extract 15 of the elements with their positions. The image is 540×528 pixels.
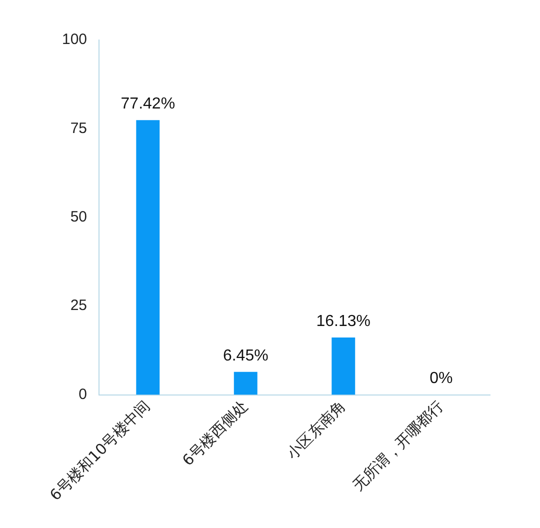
data-label: 77.42% bbox=[120, 96, 176, 113]
y-tick-label: 50 bbox=[70, 208, 88, 226]
bar bbox=[332, 338, 356, 395]
x-tick-label: 无所谓，开哪都行 bbox=[349, 396, 447, 495]
data-label: 6.45% bbox=[222, 347, 268, 364]
x-tick-label: 6号楼西侧处 bbox=[178, 396, 252, 470]
y-tick-label: 0 bbox=[78, 386, 88, 403]
y-tick-label: 25 bbox=[70, 297, 88, 314]
data-label: 16.13% bbox=[316, 312, 371, 330]
y-tick-label: 75 bbox=[70, 120, 88, 137]
bar bbox=[234, 372, 258, 395]
bar bbox=[136, 120, 160, 395]
x-tick-label: 小区东南角 bbox=[283, 396, 349, 463]
data-label: 0% bbox=[430, 370, 453, 388]
y-tick-label: 100 bbox=[62, 31, 88, 48]
